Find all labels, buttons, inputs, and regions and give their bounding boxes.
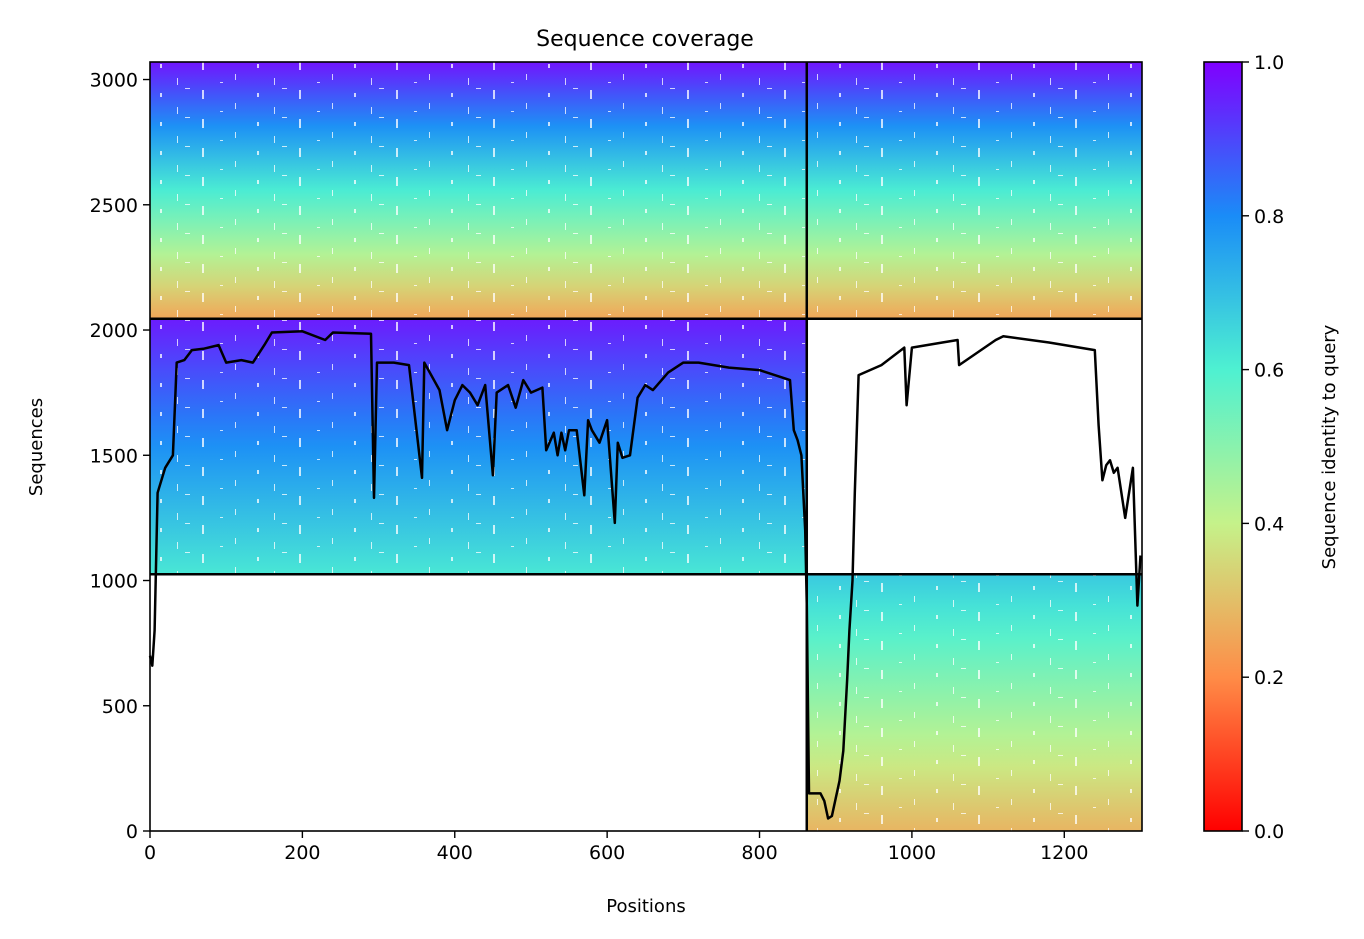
y-tick-label: 0 (126, 821, 138, 843)
colorbar-label: Sequence identity to query (1319, 324, 1340, 569)
coverage-line (148, 330, 1142, 820)
colorbar-tick-label: 0.0 (1254, 821, 1284, 843)
heatmap-blocks (150, 62, 1142, 831)
y-tick-label: 1500 (90, 445, 138, 467)
y-axis-label: Sequences (26, 398, 47, 496)
colorbar (1203, 61, 1243, 832)
chart-title: Sequence coverage (536, 27, 754, 52)
y-tick-label: 3000 (90, 70, 138, 92)
colorbar-ticks: 0.0 0.2 0.4 0.6 0.8 1.0 (1242, 52, 1284, 843)
x-tick-label: 0 (144, 842, 156, 864)
colorbar-tick-label: 0.8 (1254, 206, 1284, 228)
colorbar-tick-label: 0.6 (1254, 360, 1284, 382)
colorbar-tick-label: 0.2 (1254, 667, 1284, 689)
x-tick-label: 200 (284, 842, 320, 864)
y-axis-ticks: 0 500 1000 1500 2000 2500 3000 (90, 70, 150, 843)
x-tick-label: 600 (589, 842, 625, 864)
alignment-gaps (150, 318, 807, 575)
y-tick-label: 2500 (90, 195, 138, 217)
colorbar-tick-label: 0.4 (1254, 513, 1284, 535)
alignment-gaps (150, 62, 807, 319)
alignment-gaps (806, 574, 1142, 831)
y-tick-label: 1000 (90, 571, 138, 593)
y-tick-label: 2000 (90, 320, 138, 342)
colorbar-tick-label: 1.0 (1254, 52, 1284, 74)
x-tick-label: 400 (437, 842, 473, 864)
x-tick-label: 1200 (1040, 842, 1088, 864)
x-tick-label: 1000 (888, 842, 936, 864)
alignment-gaps (806, 62, 1142, 319)
x-axis-ticks: 0 200 400 600 800 1000 1200 (144, 831, 1088, 864)
x-axis-label: Positions (606, 896, 685, 917)
plot-frame (149, 61, 1143, 832)
x-tick-label: 800 (741, 842, 777, 864)
y-tick-label: 500 (102, 696, 138, 718)
